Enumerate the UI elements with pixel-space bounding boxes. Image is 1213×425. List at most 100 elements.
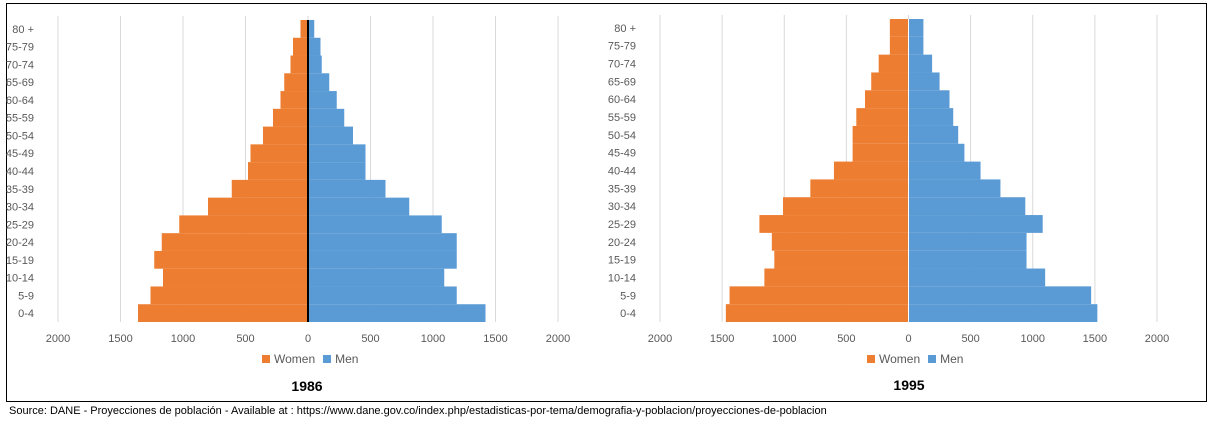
bar-women <box>161 233 308 251</box>
y-tick-label: 45-49 <box>608 148 636 160</box>
pyramid-chart-1986: 2000 1500 1000 500 0 500 1000 1500 2000 0-4 5-9 10-… <box>0 0 600 394</box>
bar-women <box>729 286 909 305</box>
bar-men <box>308 91 337 109</box>
bar-women <box>263 126 308 145</box>
bar-women <box>865 90 909 109</box>
bar-men <box>308 250 457 269</box>
bar-men <box>908 19 924 37</box>
y-tick-label: 35-39 <box>6 184 34 196</box>
bar-women <box>179 215 308 234</box>
y-tick-label: 80 + <box>12 24 34 36</box>
x-tick-label: 1000 <box>1021 333 1045 345</box>
y-tick-label: 5-9 <box>18 290 34 302</box>
y-tick-label: 50-54 <box>6 130 34 142</box>
y-tick-label: 70-74 <box>608 59 636 71</box>
bar-men <box>308 179 386 198</box>
bar-men <box>308 73 330 92</box>
bar-women <box>231 179 308 198</box>
y-tick-label: 0-4 <box>18 308 34 320</box>
x-tick-label: 500 <box>961 333 979 345</box>
x-tick-label: 0 <box>305 333 311 345</box>
source-note: Source: DANE - Proyecciones de población… <box>9 405 827 417</box>
bar-women <box>293 37 308 56</box>
legend-men-label: Men <box>335 352 359 366</box>
legend-men-swatch <box>323 355 332 363</box>
bar-women <box>300 20 308 38</box>
bar-women <box>774 250 909 269</box>
x-tick-label: 1000 <box>772 333 796 345</box>
bar-women <box>771 232 909 251</box>
chart-title-1995: 1995 <box>893 377 925 393</box>
bar-men <box>908 179 1001 198</box>
bar-women <box>889 36 909 55</box>
y-tick-label: 40-44 <box>6 166 34 178</box>
y-tick-label: 55-59 <box>608 112 636 124</box>
x-tick-label: 500 <box>837 333 855 345</box>
legend-women-swatch <box>867 355 875 363</box>
bar-women <box>764 268 909 287</box>
bar-men <box>308 268 445 287</box>
legend-men-swatch <box>928 355 937 363</box>
bar-men <box>908 54 933 73</box>
bar-women <box>154 250 308 269</box>
bar-women <box>833 161 909 180</box>
y-tick-label: 55-59 <box>6 113 34 125</box>
bar-men <box>908 161 981 180</box>
y-tick-label: 60-64 <box>608 94 636 106</box>
y-tick-label: 20-24 <box>6 237 34 249</box>
pyramid-chart-1995: 2000 1500 1000 500 0 500 1000 1500 2000 0-4 5-9 10-… <box>601 0 1201 393</box>
x-tick-label: 2000 <box>1145 333 1169 345</box>
bar-men <box>308 20 315 38</box>
y-tick-label: 30-34 <box>608 201 636 213</box>
x-tick-label: 2000 <box>648 333 672 345</box>
y-tick-label: 75-79 <box>608 41 636 53</box>
bar-women <box>163 268 308 287</box>
bar-women <box>810 179 909 198</box>
bar-men <box>308 162 366 180</box>
x-tick-label: 1500 <box>483 333 507 345</box>
y-tick-label: 10-14 <box>6 273 34 285</box>
bar-men <box>308 126 353 145</box>
legend-women-swatch <box>262 355 270 363</box>
bar-men <box>908 90 950 109</box>
bar-women <box>725 304 909 322</box>
x-tick-label: 500 <box>361 333 379 345</box>
bar-men <box>908 304 1098 322</box>
bar-men <box>908 108 954 126</box>
legend-1995: Women Men <box>867 352 963 366</box>
bar-men <box>908 268 1046 287</box>
y-tick-label: 0-4 <box>620 308 636 320</box>
y-tick-label: 10-14 <box>608 272 636 284</box>
y-tick-label: 80 + <box>614 23 636 35</box>
bar-men <box>908 125 959 144</box>
bar-men <box>308 286 457 305</box>
x-tick-label: 1500 <box>710 333 734 345</box>
bar-men <box>908 232 1027 251</box>
bar-women <box>759 215 909 233</box>
y-tick-label: 35-39 <box>608 183 636 195</box>
bar-women <box>250 144 308 163</box>
bar-women <box>273 108 308 127</box>
bar-men <box>908 215 1043 233</box>
bar-women <box>290 55 308 74</box>
bar-women <box>878 54 909 73</box>
x-tick-label: 1000 <box>171 333 195 345</box>
bar-men <box>308 108 345 127</box>
bar-men <box>308 304 486 322</box>
bar-women <box>852 143 909 162</box>
y-tick-label: 15-19 <box>608 255 636 267</box>
x-tick-label: 0 <box>905 333 911 345</box>
x-tick-label: 1500 <box>1083 333 1107 345</box>
x-tick-label: 1000 <box>421 333 445 345</box>
bar-women <box>889 19 909 37</box>
bar-women <box>138 304 308 322</box>
bar-men <box>908 286 1092 305</box>
x-tick-label: 500 <box>236 333 254 345</box>
x-tick-label: 1500 <box>108 333 132 345</box>
y-tick-label: 20-24 <box>608 237 636 249</box>
chart-title-1986: 1986 <box>291 378 323 394</box>
bar-men <box>308 37 321 56</box>
y-tick-label: 65-69 <box>608 76 636 88</box>
bar-women <box>150 286 308 305</box>
bar-women <box>852 125 909 144</box>
